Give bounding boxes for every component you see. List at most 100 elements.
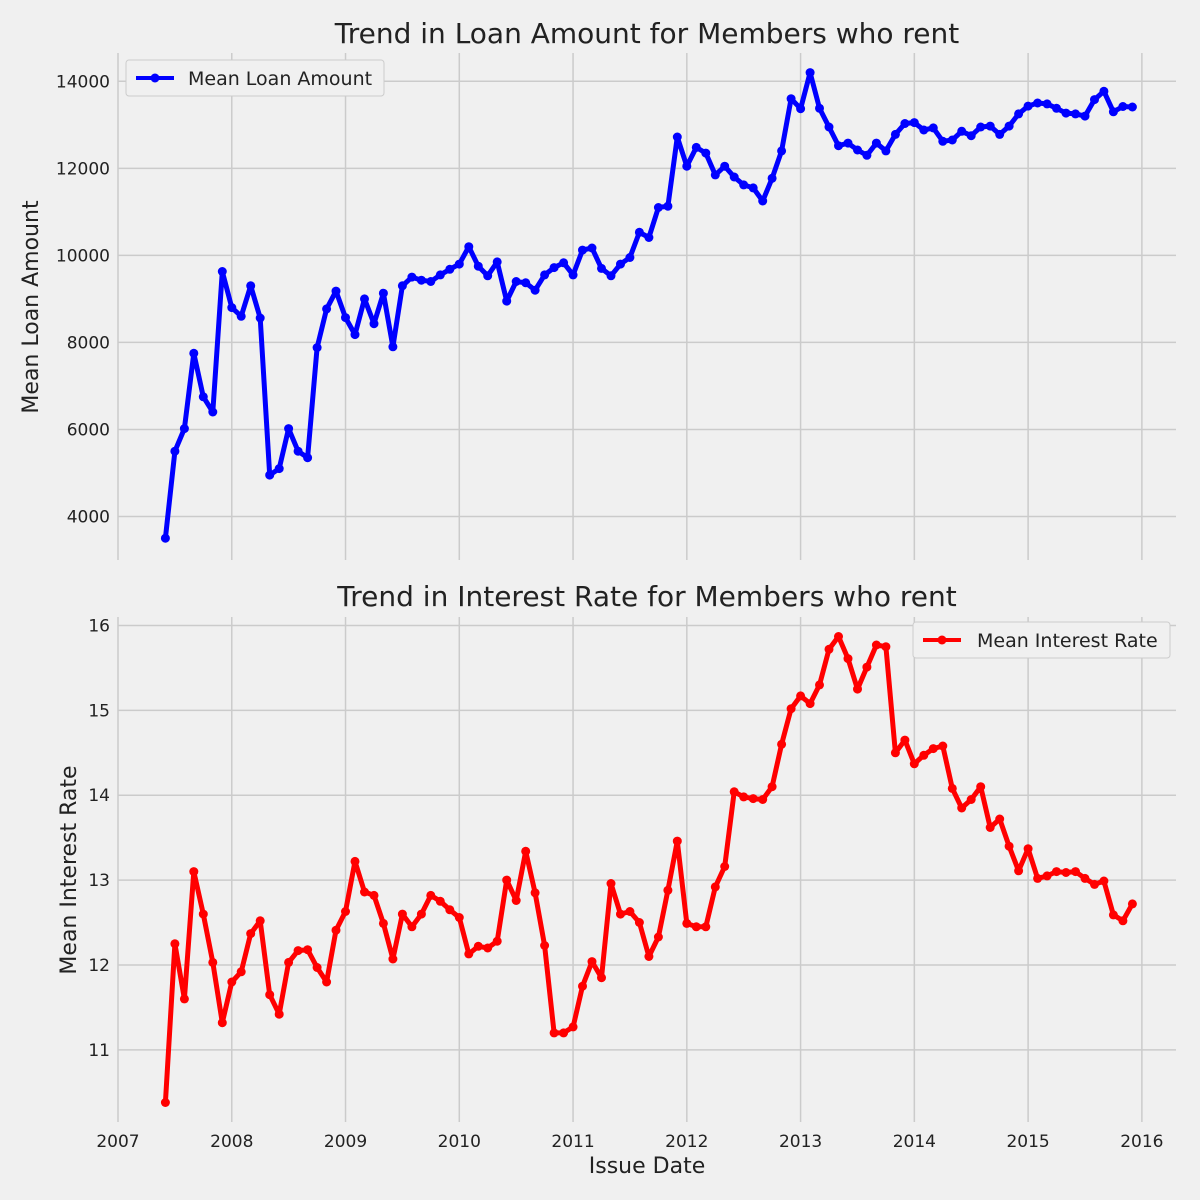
interest-rate-data-point (739, 792, 749, 802)
loan-amount-data-point (170, 446, 180, 456)
loan-amount-data-point (1042, 99, 1052, 109)
loan-amount-data-point (995, 129, 1005, 139)
interest-rate-x-tick-label: 2008 (210, 1132, 253, 1152)
interest-rate-data-point (606, 879, 616, 888)
loan-amount-data-point (246, 281, 256, 291)
interest-rate-y-tick-label: 14 (88, 786, 110, 806)
loan-amount-data-point (606, 271, 616, 281)
interest-rate-data-point (265, 990, 275, 1000)
loan-amount-data-point (881, 146, 891, 156)
loan-amount-data-point (189, 348, 199, 358)
loan-amount-legend-marker (150, 73, 160, 83)
loan-amount-data-point (331, 286, 341, 296)
loan-amount-y-tick-label: 12000 (56, 159, 110, 179)
interest-rate-data-point (502, 875, 512, 885)
interest-rate-x-tick-label: 2012 (665, 1132, 708, 1152)
loan-amount-y-tick-label: 6000 (67, 420, 110, 440)
loan-amount-data-point (767, 173, 777, 183)
loan-amount-data-point (587, 243, 597, 253)
loan-amount-data-point (720, 161, 730, 171)
loan-amount-data-point (378, 288, 388, 298)
interest-rate-data-point (663, 885, 673, 895)
interest-rate-data-point (160, 1098, 170, 1107)
loan-amount-data-point (208, 407, 218, 417)
interest-rate-data-point (1023, 844, 1033, 854)
loan-amount-data-point (871, 138, 881, 148)
loan-amount-data-point (786, 94, 796, 104)
interest-rate-data-point (1099, 876, 1109, 886)
loan-amount-data-point (502, 296, 512, 306)
interest-rate-data-point (796, 691, 806, 701)
loan-amount-data-point (1052, 103, 1061, 113)
loan-amount-data-point (834, 141, 843, 151)
loan-amount-data-point (634, 227, 644, 237)
interest-rate-data-point (435, 896, 445, 906)
interest-rate-data-point (966, 795, 976, 804)
interest-rate-data-point (360, 887, 369, 897)
interest-rate-data-point (1014, 866, 1024, 876)
loan-amount-data-point (862, 150, 872, 160)
loan-amount-data-point (1023, 101, 1033, 111)
interest-rate-data-point (976, 782, 986, 792)
interest-rate-data-point (189, 867, 199, 877)
interest-rate-x-tick-label: 2014 (893, 1132, 936, 1152)
interest-rate-data-point (758, 795, 768, 804)
interest-rate-data-point (862, 662, 872, 672)
interest-rate-data-point (445, 905, 455, 915)
loan-amount-data-point (710, 170, 720, 180)
loan-amount-data-point (597, 263, 606, 273)
interest-rate-data-point (1042, 871, 1052, 881)
interest-rate-data-point (407, 922, 417, 932)
interest-rate-data-point (900, 735, 910, 745)
loan-amount-data-point (568, 270, 578, 280)
interest-rate-data-point (511, 896, 521, 905)
interest-rate-data-point (454, 913, 464, 922)
interest-rate-data-point (616, 909, 625, 919)
interest-rate-data-point (208, 957, 218, 967)
loan-amount-data-point (255, 313, 265, 323)
interest-rate-data-point (170, 939, 180, 949)
interest-rate-data-point (1061, 868, 1071, 877)
interest-rate-data-point (644, 952, 654, 961)
loan-amount-data-point (777, 146, 787, 156)
loan-amount-data-point (274, 464, 284, 474)
loan-amount-data-point (445, 264, 455, 274)
loan-amount-data-point (407, 272, 417, 282)
interest-rate-data-point (985, 823, 995, 832)
interest-rate-data-point (995, 814, 1005, 824)
loan-amount-data-point (322, 304, 332, 314)
loan-amount-y-axis-label: Mean Loan Amount (19, 200, 44, 414)
interest-rate-data-point (928, 744, 938, 754)
interest-rate-x-tick-label: 2009 (324, 1132, 367, 1152)
loan-amount-data-point (1014, 109, 1024, 119)
loan-amount-data-point (947, 135, 957, 145)
loan-amount-data-point (559, 258, 569, 268)
interest-rate-data-point (217, 1018, 227, 1028)
interest-rate-data-point (786, 704, 796, 714)
loan-amount-data-point (217, 267, 227, 276)
loan-amount-data-point (426, 277, 436, 286)
interest-rate-data-point (729, 787, 739, 797)
loan-amount-data-point (578, 245, 587, 255)
loan-amount-chart-title: Trend in Loan Amount for Members who ren… (334, 17, 960, 50)
interest-rate-data-point (530, 888, 540, 898)
interest-rate-data-point (312, 963, 322, 972)
interest-rate-data-point (303, 945, 313, 955)
interest-rate-x-tick-label: 2015 (1006, 1132, 1049, 1152)
loan-amount-data-point (909, 118, 919, 128)
loan-amount-data-point (796, 104, 806, 114)
loan-amount-data-point (341, 313, 350, 323)
interest-rate-grid (117, 617, 1176, 1122)
interest-rate-data-point (1127, 899, 1137, 909)
interest-rate-legend-label: Mean Interest Rate (977, 630, 1158, 652)
interest-rate-data-point (198, 909, 208, 919)
interest-rate-y-tick-label: 12 (88, 956, 110, 976)
loan-amount-data-point (388, 342, 398, 352)
loan-amount-y-tick-label: 8000 (67, 333, 110, 353)
interest-rate-x-tick-label: 2013 (779, 1132, 822, 1152)
interest-rate-legend: Mean Interest Rate (912, 621, 1171, 659)
interest-rate-data-point (483, 943, 493, 953)
interest-rate-data-point (540, 941, 550, 950)
interest-rate-data-point (947, 783, 957, 793)
